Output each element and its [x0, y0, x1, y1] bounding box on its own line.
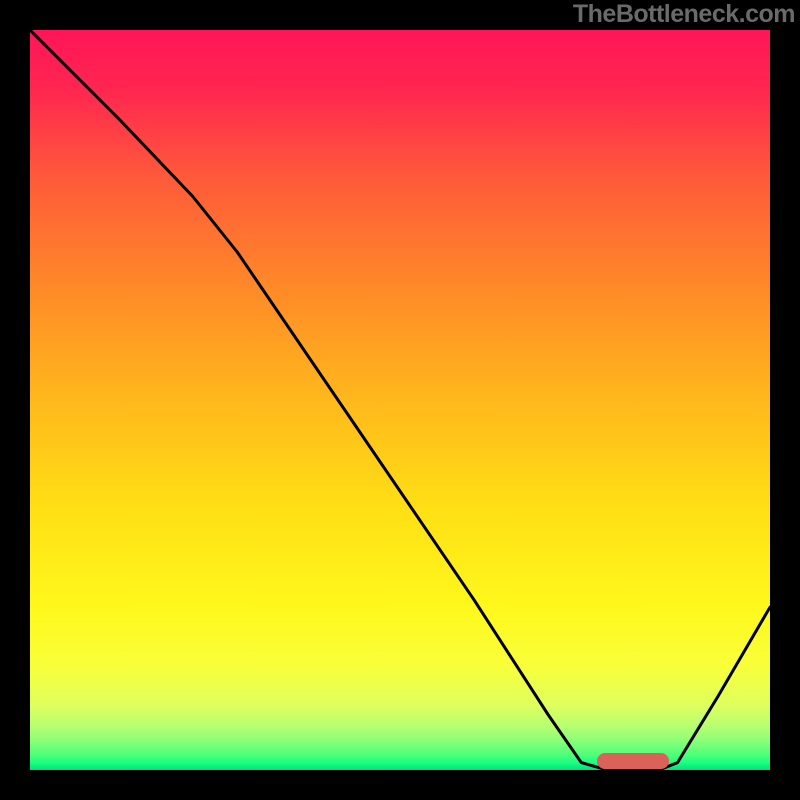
plot-area [30, 30, 770, 770]
chart-stage: TheBottleneck.com [0, 0, 800, 800]
optimal-zone-marker [597, 753, 669, 769]
attribution-text: TheBottleneck.com [573, 0, 795, 29]
bottleneck-curve [30, 30, 770, 770]
